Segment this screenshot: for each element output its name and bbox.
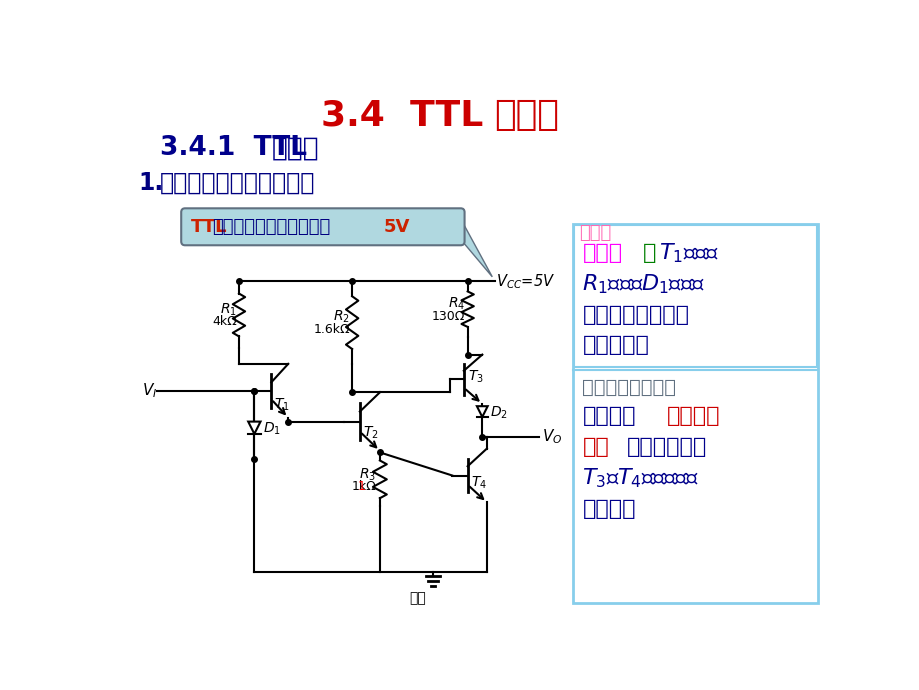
Text: 由: 由 — [641, 243, 655, 263]
Text: $T_1$和电阻: $T_1$和电阻 — [659, 241, 719, 265]
Text: 1kΩ: 1kΩ — [351, 480, 376, 493]
FancyBboxPatch shape — [573, 224, 817, 602]
Text: 相反: 相反 — [582, 437, 608, 457]
Text: 1.6kΩ: 1.6kΩ — [312, 323, 349, 336]
Text: 门电路: 门电路 — [494, 98, 559, 132]
Text: 1: 1 — [800, 590, 811, 608]
Text: $T_1$: $T_1$ — [274, 397, 289, 413]
Text: 3.4.1  TTL: 3.4.1 TTL — [160, 135, 306, 161]
Text: $R_2$: $R_2$ — [333, 309, 349, 326]
Text: $R_1$组成。$D_1$可以防: $R_1$组成。$D_1$可以防 — [582, 272, 704, 295]
Text: 4kΩ: 4kΩ — [211, 315, 236, 328]
Text: 3.4  TTL: 3.4 TTL — [321, 98, 482, 132]
Text: $R_4$: $R_4$ — [448, 295, 465, 312]
Text: 输入级: 输入级 — [582, 243, 622, 263]
Text: 130Ω: 130Ω — [432, 310, 465, 323]
Text: 5V: 5V — [383, 218, 410, 236]
Text: 1: 1 — [357, 480, 365, 493]
Text: 的信号，作为: 的信号，作为 — [627, 437, 707, 457]
Text: $D_1$: $D_1$ — [263, 421, 280, 437]
Text: 精选: 精选 — [409, 592, 425, 606]
Text: $T_2$: $T_2$ — [362, 425, 379, 442]
Text: $R_1$: $R_1$ — [220, 302, 236, 318]
Text: 两个相位: 两个相位 — [666, 406, 720, 426]
Text: 1.: 1. — [139, 171, 164, 195]
Text: 同时输出: 同时输出 — [582, 406, 635, 426]
Text: $T_3$: $T_3$ — [467, 368, 483, 385]
Text: 输出级: 输出级 — [579, 224, 611, 242]
Polygon shape — [248, 422, 260, 434]
Text: $T_3$和$T_4$输出级的驱: $T_3$和$T_4$输出级的驱 — [582, 466, 699, 490]
FancyBboxPatch shape — [181, 208, 464, 245]
Text: 动信号；: 动信号； — [582, 499, 635, 519]
Text: 的负电压。: 的负电压。 — [582, 335, 649, 355]
Text: 电路结构和工作原理: 电路结构和工作原理 — [160, 171, 314, 195]
Text: $V_I$: $V_I$ — [142, 382, 157, 400]
Polygon shape — [459, 216, 492, 277]
FancyBboxPatch shape — [573, 225, 816, 367]
Text: $V_{CC}$=5V: $V_{CC}$=5V — [495, 272, 555, 290]
Text: $R_3$: $R_3$ — [358, 466, 376, 483]
Text: 反相器: 反相器 — [271, 135, 319, 161]
Polygon shape — [476, 406, 487, 417]
Text: $T_4$: $T_4$ — [471, 475, 487, 491]
Text: TTL: TTL — [191, 218, 228, 236]
Text: 的集电极和发射极: 的集电极和发射极 — [582, 377, 675, 397]
Text: $D_2$: $D_2$ — [490, 405, 507, 422]
Text: $V_O$: $V_O$ — [541, 428, 562, 446]
Text: 止输入端出现过大: 止输入端出现过大 — [582, 304, 688, 324]
Text: 电路正常工作电压规定为: 电路正常工作电压规定为 — [211, 218, 330, 236]
